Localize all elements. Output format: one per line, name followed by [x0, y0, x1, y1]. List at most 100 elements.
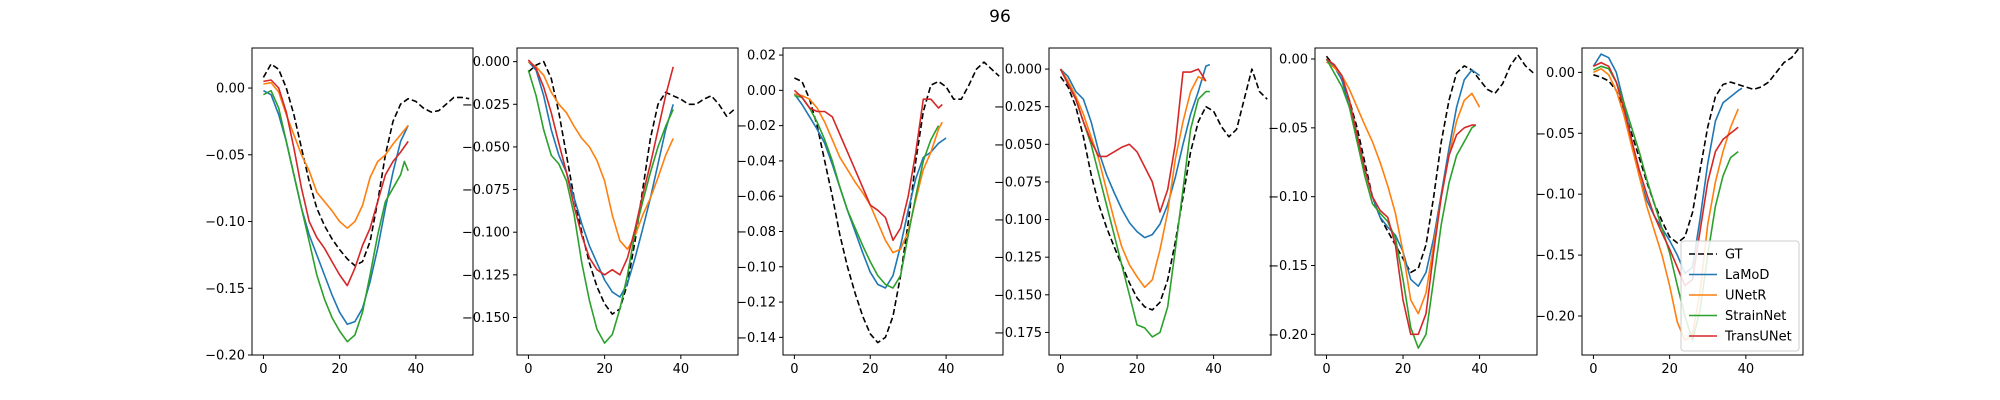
series-line-gt [1593, 48, 1800, 244]
x-tick-label: 0 [790, 362, 798, 377]
legend-label-transunet: TransUNet [1724, 330, 1792, 345]
y-tick-label: −0.12 [736, 296, 776, 311]
panel-2: 0 20 40 0.000 −0.025 −0.050 −0.075 −0.100 −0.125… [462, 47, 739, 377]
x-tick-label: 40 [938, 362, 955, 377]
series-line-strainnet [527, 69, 674, 344]
series-line-lamod [263, 89, 409, 326]
series-line-transunet [1593, 61, 1739, 287]
series-line-gt [527, 60, 735, 315]
panel-1: 0 20 40 0.00 −0.05 −0.10 −0.15 −0.20 [205, 47, 474, 377]
series-group [793, 61, 1000, 344]
figure-title: 96 [989, 7, 1011, 27]
axes-frame [516, 47, 739, 356]
legend: GT LaMoD UNetR StrainNet TransUNet [1680, 240, 1800, 352]
series-line-gt [794, 61, 1000, 344]
y-tick-label: −0.075 [462, 183, 510, 198]
x-tick-label: 0 [1322, 362, 1330, 377]
x-tick-label: 20 [1395, 362, 1412, 377]
y-tick-label: −0.10 [205, 215, 245, 230]
y-tick-label: 0.00 [747, 84, 776, 99]
series-line-transunet [793, 89, 943, 242]
series-line-unetr [1059, 68, 1207, 289]
x-tick-label: 20 [1661, 362, 1678, 377]
x-tick-label: 0 [1056, 362, 1064, 377]
panels: 0 20 400.00−0.05−0.10−0.15−0.200 20 400.000−… [205, 47, 1804, 377]
x-tick-label: 20 [331, 362, 348, 377]
series-group [1059, 63, 1268, 338]
x-tick-label: 0 [259, 362, 267, 377]
axes-frame [1581, 47, 1804, 356]
y-tick-label: −0.15 [205, 282, 245, 297]
series-group [527, 59, 735, 344]
series-group [262, 63, 470, 343]
series-line-lamod [1592, 53, 1743, 275]
y-tick-label: −0.20 [205, 349, 245, 364]
x-tick-label: 20 [862, 362, 879, 377]
x-tick-label: 20 [1129, 362, 1146, 377]
y-tick-label: −0.10 [1535, 188, 1575, 203]
legend-label-strainnet: StrainNet [1725, 309, 1786, 324]
series-line-transunet [527, 59, 674, 276]
y-tick-label: −0.025 [994, 100, 1042, 115]
series-line-gt [1325, 54, 1534, 274]
y-tick-label: −0.10 [1268, 190, 1308, 205]
y-tick-label: −0.150 [462, 311, 510, 326]
y-tick-label: 0.00 [1279, 53, 1308, 68]
axes-frame [251, 47, 474, 356]
y-tick-label: −0.04 [736, 154, 776, 169]
series-line-transunet [263, 79, 409, 287]
legend-box [1680, 240, 1800, 352]
x-tick-label: 20 [596, 362, 613, 377]
series-line-unetr [527, 60, 674, 251]
panel-4: 0 20 40 0.000 −0.025 −0.050 −0.075 −0.100 −0.125… [994, 47, 1272, 377]
y-tick-label: −0.025 [462, 98, 510, 113]
x-tick-label: 40 [1205, 362, 1222, 377]
y-tick-label: −0.02 [736, 119, 776, 134]
panel-3: 0 20 40 0.02 0.00 −0.02 −0.04 −0.06 −0.08 −0.10 −0… [736, 47, 1004, 377]
y-tick-label: −0.05 [1535, 127, 1575, 142]
y-tick-label: −0.14 [736, 331, 776, 346]
x-tick-label: 40 [408, 362, 425, 377]
panel-5: 0 20 40 0.00 −0.05 −0.10 −0.15 −0.20 [1268, 47, 1538, 377]
y-tick-label: −0.06 [736, 190, 776, 205]
series-group [1592, 48, 1800, 342]
series-line-strainnet [263, 89, 409, 343]
y-tick-label: −0.15 [1268, 259, 1308, 274]
y-tick-label: −0.100 [462, 226, 510, 241]
y-tick-label: 0.02 [747, 49, 776, 64]
y-tick-label: −0.15 [1535, 249, 1575, 264]
y-tick-label: −0.20 [1268, 328, 1308, 343]
y-tick-label: −0.10 [736, 260, 776, 275]
y-tick-label: −0.05 [1268, 121, 1308, 136]
legend-label-unetr: UNetR [1725, 289, 1766, 304]
series-line-strainnet [794, 94, 940, 289]
legend-label-gt: GT [1725, 248, 1743, 263]
legend-label-lamod: LaMoD [1725, 268, 1769, 283]
series-line-strainnet [1059, 68, 1210, 338]
y-tick-label: −0.050 [994, 138, 1042, 153]
x-tick-label: 40 [1738, 362, 1755, 377]
x-tick-label: 0 [1589, 362, 1597, 377]
y-tick-label: −0.20 [1535, 310, 1575, 325]
y-tick-label: −0.050 [462, 140, 510, 155]
y-tick-label: −0.100 [994, 213, 1042, 228]
y-tick-label: −0.125 [994, 251, 1042, 266]
series-line-lamod [527, 61, 674, 298]
y-tick-label: −0.075 [994, 175, 1042, 190]
series-line-unetr [1326, 61, 1481, 315]
y-tick-label: −0.175 [994, 326, 1042, 341]
series-line-lamod [793, 93, 947, 289]
axes-frame [1314, 47, 1538, 356]
series-line-strainnet [1325, 58, 1477, 349]
series-line-lamod [1059, 63, 1211, 239]
series-line-transunet [1059, 68, 1207, 213]
x-tick-label: 0 [524, 362, 532, 377]
y-tick-label: 0.00 [1546, 66, 1575, 81]
x-tick-label: 40 [673, 362, 690, 377]
x-tick-label: 40 [1471, 362, 1488, 377]
axes-frame [782, 47, 1004, 356]
series-line-gt [262, 63, 470, 267]
y-tick-label: 0.000 [473, 55, 510, 70]
series-group [1325, 54, 1534, 349]
